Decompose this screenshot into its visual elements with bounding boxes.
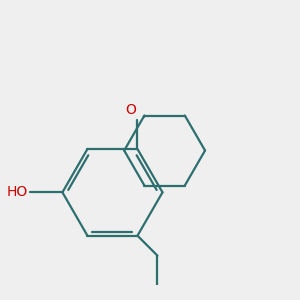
Text: HO: HO	[7, 185, 28, 199]
Text: O: O	[125, 103, 136, 117]
